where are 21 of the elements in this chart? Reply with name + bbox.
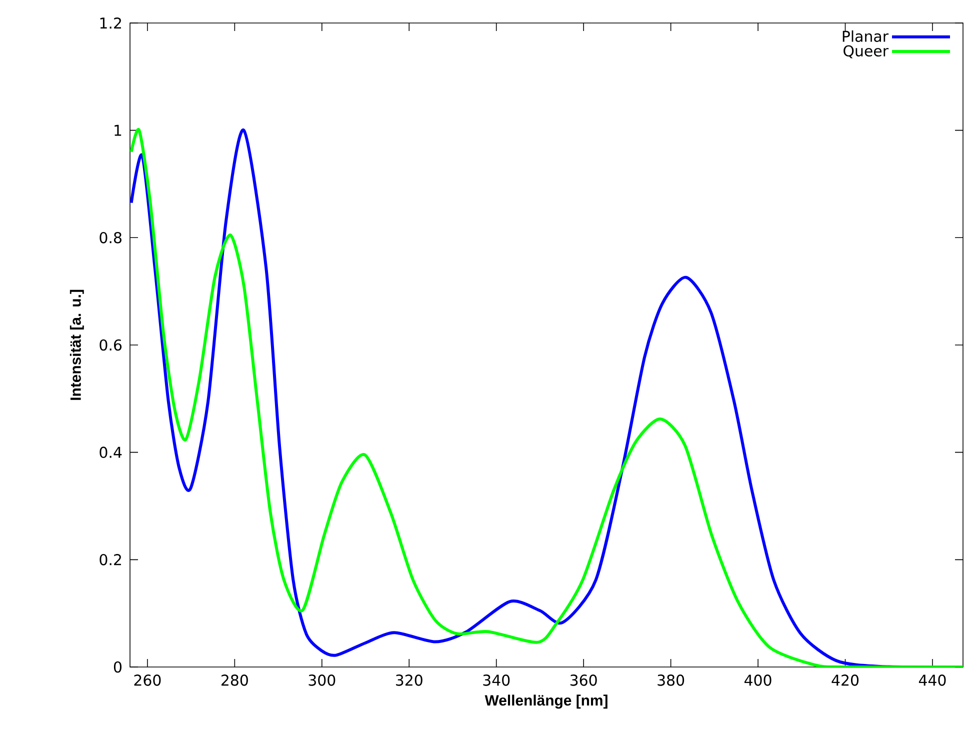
x-tick-label: 400 xyxy=(744,674,772,686)
y-tick-label: 1.2 xyxy=(100,17,121,29)
x-tick-label: 360 xyxy=(570,674,597,686)
x-tick-label: 420 xyxy=(832,674,859,686)
legend-label: Queer xyxy=(844,45,888,58)
x-tick-label: 340 xyxy=(483,674,510,686)
y-tick-label: 1 xyxy=(114,124,122,136)
y-tick-label: 0.2 xyxy=(100,554,121,566)
x-tick-label: 440 xyxy=(918,674,946,686)
y-axis-title: Intensität [a. u.] xyxy=(70,290,84,400)
y-tick-label: 0.8 xyxy=(100,232,122,244)
x-tick-label: 280 xyxy=(222,674,248,686)
x-axis-title: Wellenlänge [nm] xyxy=(484,694,608,709)
x-tick-label: 320 xyxy=(396,674,422,686)
x-tick-label: 260 xyxy=(134,674,161,686)
legend-label: Planar xyxy=(842,30,889,42)
y-tick-label: 0.4 xyxy=(100,446,122,458)
x-tick-label: 300 xyxy=(308,674,336,686)
y-tick-label: 0.6 xyxy=(100,339,122,351)
y-tick-label: 0 xyxy=(114,661,122,673)
x-tick-label: 380 xyxy=(658,674,684,686)
